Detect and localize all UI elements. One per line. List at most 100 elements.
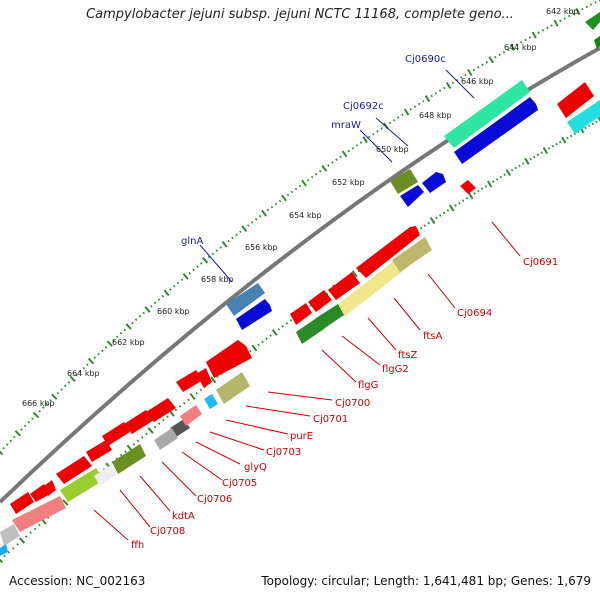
tick-mark [172, 284, 176, 288]
tick-label: 652 kbp [332, 178, 365, 187]
tick-mark [189, 393, 196, 400]
gene-feature[interactable] [460, 180, 476, 194]
gene-feature[interactable] [146, 398, 176, 422]
gene-feature[interactable] [557, 82, 594, 118]
tick-mark [376, 130, 379, 133]
gene-feature[interactable] [154, 428, 178, 450]
tick-mark [195, 391, 199, 395]
tick-label: 644 kbp [504, 43, 537, 52]
gene-feature[interactable] [44, 480, 56, 496]
gene-label-cj0691[interactable]: Cj0691 [523, 257, 558, 268]
gene-feature[interactable] [422, 172, 446, 193]
gene-feature[interactable] [94, 464, 118, 486]
tick-mark [310, 175, 314, 179]
gene-label-pure[interactable]: purE [290, 431, 313, 442]
gene-feature[interactable] [86, 440, 112, 462]
gene-feature[interactable] [102, 422, 130, 446]
gene-feature[interactable] [454, 97, 538, 164]
tick-mark [67, 381, 71, 384]
gene-feature[interactable] [206, 340, 252, 378]
gene-feature[interactable] [196, 368, 212, 388]
gene-feature[interactable] [296, 317, 324, 344]
tick-mark [413, 105, 417, 108]
gene-feature[interactable] [124, 410, 154, 434]
tick-mark [594, 1, 597, 4]
gene-label-glyq[interactable]: glyQ [244, 462, 267, 473]
gene-feature[interactable] [0, 544, 8, 556]
gene-label-glna[interactable]: glnA [181, 236, 203, 247]
tick-mark [439, 214, 442, 217]
gene-feature[interactable] [308, 290, 332, 312]
tick-mark [505, 168, 511, 177]
gene-feature[interactable] [392, 237, 432, 272]
tick-mark [595, 120, 598, 124]
tick-mark [575, 7, 581, 16]
gene-feature[interactable] [216, 372, 250, 404]
gene-feature[interactable] [567, 100, 600, 134]
tick-label: 654 kbp [289, 211, 322, 220]
gene-feature[interactable] [10, 492, 34, 514]
gene-feature[interactable] [400, 185, 424, 207]
gene-feature[interactable] [180, 405, 202, 426]
gene-label-cj0705[interactable]: Cj0705 [222, 478, 257, 489]
tick-mark [261, 340, 264, 344]
gene-label-cj0700[interactable]: Cj0700 [335, 398, 370, 409]
tick-mark [56, 391, 60, 395]
tick-label: 650 kbp [376, 145, 409, 154]
gene-label-ftsa[interactable]: ftsA [423, 331, 442, 342]
gene-label-cj0706[interactable]: Cj0706 [197, 494, 232, 505]
gene-label-cj0708[interactable]: Cj0708 [150, 526, 185, 537]
gene-label-cj0703[interactable]: Cj0703 [266, 447, 301, 458]
gene-feature[interactable] [226, 283, 265, 316]
gene-label-mraw[interactable]: mraW [331, 120, 361, 131]
tick-mark [87, 357, 95, 365]
tick-mark [551, 145, 554, 148]
tick-label: 656 kbp [245, 243, 278, 252]
gene-feature[interactable] [56, 456, 92, 484]
gene-label-cj0692c[interactable]: Cj0692c [343, 101, 384, 112]
gene-label-kdta[interactable]: kdtA [172, 511, 195, 522]
gene-feature[interactable] [444, 80, 530, 148]
tick-mark [434, 92, 438, 95]
gene-feature[interactable] [0, 524, 20, 546]
gene-feature[interactable] [328, 272, 360, 300]
gene-feature[interactable] [585, 12, 600, 30]
gene-feature[interactable] [112, 444, 146, 474]
gene-label-ftsz[interactable]: ftsZ [398, 350, 417, 361]
tick-mark [286, 193, 290, 197]
tick-mark [249, 349, 252, 353]
tick-mark [42, 406, 45, 409]
gene-label-cj0694[interactable]: Cj0694 [457, 308, 492, 319]
tick-mark [359, 141, 363, 144]
gene-feature[interactable] [204, 394, 218, 409]
gene-feature[interactable] [356, 226, 420, 278]
tick-mark [145, 432, 148, 436]
tick-mark [271, 329, 278, 336]
gene-feature[interactable] [236, 299, 272, 330]
tick-mark [144, 306, 151, 313]
gene-feature[interactable] [176, 370, 203, 392]
gene-label-cj0701[interactable]: Cj0701 [313, 414, 348, 425]
tick-mark [331, 161, 334, 164]
gene-feature[interactable] [12, 496, 66, 532]
gene-feature[interactable] [390, 169, 418, 194]
gene-feature[interactable] [60, 468, 104, 502]
gene-label-ffh[interactable]: ffh [131, 540, 144, 551]
gene-feature[interactable] [594, 36, 600, 49]
tick-mark [573, 132, 576, 136]
tick-mark [2, 447, 5, 450]
tick-mark [454, 204, 457, 207]
gene-label-flgg[interactable]: flgG [358, 380, 378, 391]
tick-mark [542, 146, 549, 155]
tick-label: 666 kbp [22, 399, 55, 408]
tick-mark [563, 17, 566, 20]
tick-mark [251, 344, 258, 352]
gene-label-flgg2[interactable]: flgG2 [382, 364, 409, 375]
tick-mark [510, 43, 516, 51]
gene-feature[interactable] [290, 303, 312, 325]
tick-mark [149, 304, 153, 308]
gene-feature[interactable] [316, 304, 344, 330]
gene-feature[interactable] [336, 256, 408, 317]
gene-label-cj0690c[interactable]: Cj0690c [405, 54, 446, 65]
